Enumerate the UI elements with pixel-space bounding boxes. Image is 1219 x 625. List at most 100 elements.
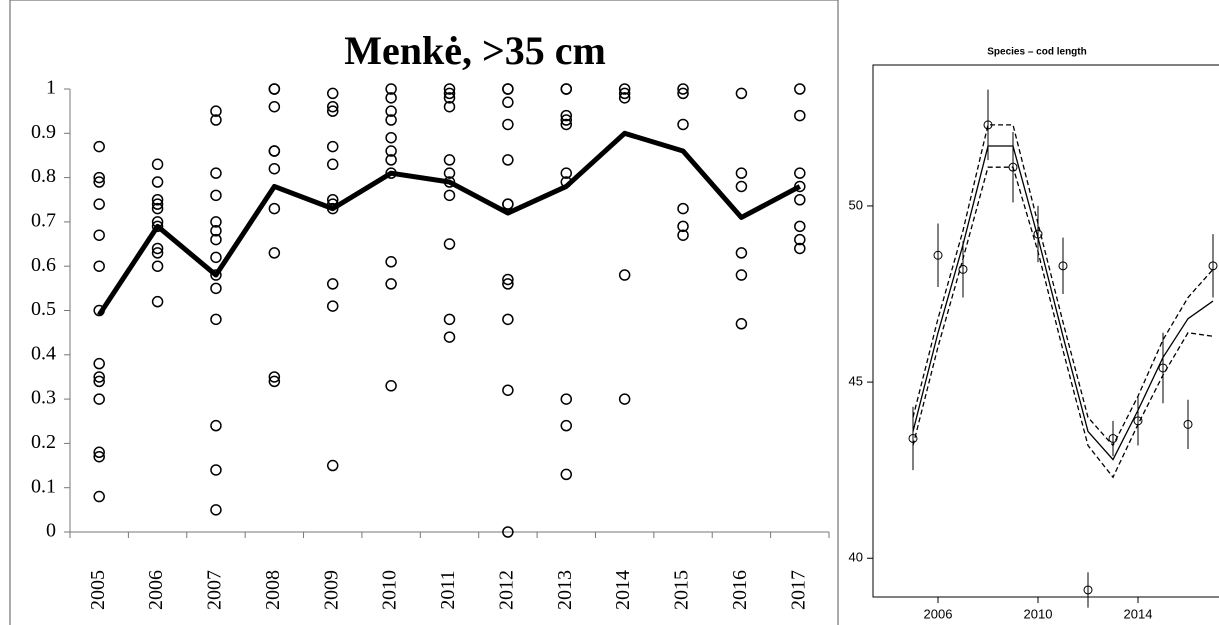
chart-right: Species – cod length 40 45 50 2006 2010 2014 xyxy=(849,47,1219,621)
data-point xyxy=(794,194,806,206)
data-point xyxy=(93,176,105,188)
data-point xyxy=(210,269,222,281)
x-tick-label: 2005 xyxy=(87,570,109,610)
data-point xyxy=(385,380,397,392)
x-tick-label: 2010 xyxy=(1024,606,1053,621)
data-point xyxy=(502,96,514,109)
y-tick-label: 40 xyxy=(849,550,863,565)
data-point xyxy=(151,202,164,215)
data-point xyxy=(210,105,222,117)
data-point xyxy=(794,242,806,255)
data-point xyxy=(210,282,222,295)
y-tick-label: 0.8 xyxy=(31,165,56,187)
data-point xyxy=(151,295,164,308)
fit-line xyxy=(912,145,1214,461)
data-point xyxy=(502,154,514,166)
x-tick-label: 2013 xyxy=(554,570,576,610)
data-point xyxy=(210,189,222,202)
data-point xyxy=(677,220,689,233)
data-point xyxy=(93,371,105,383)
data-point xyxy=(560,468,573,481)
data-point xyxy=(210,233,222,246)
data-point xyxy=(618,92,631,104)
data-point xyxy=(560,118,573,131)
data-point xyxy=(93,140,105,153)
data-point xyxy=(794,167,806,179)
data-point xyxy=(933,250,943,260)
x-tick-label: 2007 xyxy=(204,570,226,610)
x-tick-label: 2017 xyxy=(787,570,809,610)
data-point xyxy=(560,167,573,179)
data-point xyxy=(93,450,105,463)
data-point xyxy=(677,83,689,95)
data-point xyxy=(93,171,105,184)
data-point xyxy=(502,278,514,290)
data-point xyxy=(151,247,164,259)
data-point xyxy=(735,318,748,330)
data-point xyxy=(443,100,456,113)
y-tick-label: 0.3 xyxy=(31,387,56,409)
data-point xyxy=(385,154,397,166)
x-tick-label: 2016 xyxy=(729,570,751,610)
data-point xyxy=(93,375,105,388)
data-point xyxy=(794,83,806,95)
data-point xyxy=(1108,433,1118,443)
data-point xyxy=(735,247,748,259)
data-point xyxy=(385,83,397,95)
data-point xyxy=(794,233,806,246)
data-point xyxy=(326,100,339,113)
data-point xyxy=(735,87,748,100)
x-tick-label: 2006 xyxy=(924,606,953,621)
data-point xyxy=(210,251,222,264)
plot-frame xyxy=(872,64,1219,598)
data-point xyxy=(93,357,105,370)
data-point xyxy=(93,229,105,241)
data-point xyxy=(385,105,397,117)
y-tick-label: 0.1 xyxy=(31,475,56,497)
data-point xyxy=(560,83,573,95)
data-point xyxy=(443,313,456,326)
data-point xyxy=(151,158,164,171)
data-point xyxy=(385,278,397,290)
data-point xyxy=(443,189,456,202)
chart-frame xyxy=(9,0,839,625)
data-point xyxy=(794,220,806,233)
chart-left: Menkė, >35 cm 0 0.1 0.2 0.3 0.4 0.5 0.6 0.7 0.8 0… xyxy=(31,28,830,610)
data-point xyxy=(151,242,164,255)
data-point xyxy=(93,260,105,272)
data-point xyxy=(268,371,281,383)
data-point xyxy=(908,433,918,443)
mean-line xyxy=(97,130,801,317)
data-point xyxy=(385,92,397,104)
data-point xyxy=(677,118,689,131)
data-point xyxy=(618,269,631,281)
data-point xyxy=(1058,261,1068,271)
data-point xyxy=(502,83,514,95)
y-tick-label: 1 xyxy=(46,77,56,99)
data-point xyxy=(1008,162,1018,172)
data-point xyxy=(1083,585,1093,595)
data-point xyxy=(268,162,281,175)
data-point xyxy=(385,131,397,144)
y-tick-label: 0.4 xyxy=(31,342,56,364)
data-point xyxy=(443,331,456,343)
data-point xyxy=(385,114,397,126)
data-point xyxy=(93,393,105,405)
y-tick-label: 0.9 xyxy=(31,121,56,143)
data-point xyxy=(151,220,164,233)
data-point xyxy=(443,238,456,250)
data-point xyxy=(502,273,514,286)
chart-title: Menkė, >35 cm xyxy=(344,28,606,73)
data-point xyxy=(618,393,631,405)
data-point xyxy=(502,198,514,210)
chart-title: Species – cod length xyxy=(987,47,1086,58)
data-point xyxy=(210,216,222,228)
data-point xyxy=(958,264,968,274)
data-point xyxy=(735,269,748,281)
data-point xyxy=(326,300,339,312)
data-point xyxy=(983,120,993,130)
x-tick-label: 2011 xyxy=(437,570,459,609)
y-tick-label: 45 xyxy=(849,374,863,389)
data-point xyxy=(618,87,631,100)
y-tick-label: 0.5 xyxy=(31,298,56,320)
